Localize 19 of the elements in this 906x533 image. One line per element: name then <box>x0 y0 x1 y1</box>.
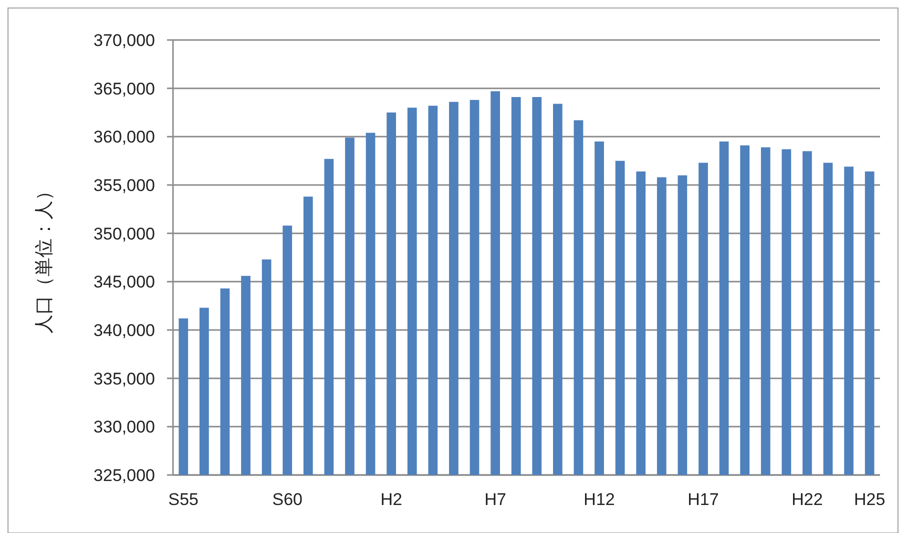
x-tick-label: H17 <box>688 490 719 509</box>
y-tick-label: 365,000 <box>94 79 155 98</box>
y-tick-label: 335,000 <box>94 369 155 388</box>
y-tick-label: 360,000 <box>94 128 155 147</box>
y-tick-label: 330,000 <box>94 418 155 437</box>
y-tick-label: 345,000 <box>94 272 155 292</box>
x-tick-label: S60 <box>272 490 302 509</box>
y-tick-label: 370,000 <box>94 31 155 50</box>
x-tick-label: H12 <box>584 490 615 509</box>
y-tick-label: 350,000 <box>94 224 155 244</box>
y-axis-title: 人口（単位：人） <box>34 182 55 334</box>
x-tick-label: H2 <box>380 490 402 509</box>
x-tick-label: H7 <box>484 490 506 509</box>
y-tick-label: 340,000 <box>94 321 155 340</box>
x-tick-label: S55 <box>168 490 199 509</box>
x-tick-label: H25 <box>854 490 886 509</box>
y-tick-label: 325,000 <box>94 466 155 485</box>
x-tick-label: H22 <box>792 490 823 509</box>
y-tick-label: 355,000 <box>94 176 155 195</box>
